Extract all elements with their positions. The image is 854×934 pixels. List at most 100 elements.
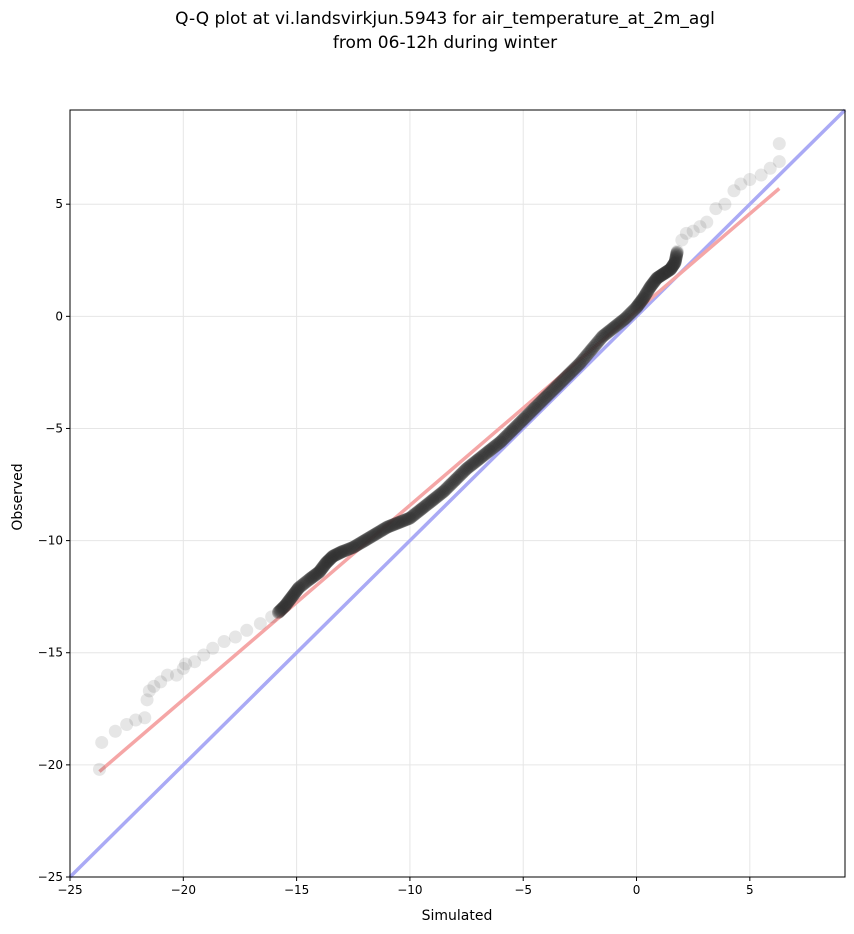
qq-point	[290, 584, 304, 598]
qq-point	[642, 281, 656, 295]
qq-point	[419, 498, 433, 512]
qq-point	[393, 515, 407, 529]
qq-point	[384, 519, 398, 533]
qq-point	[356, 534, 370, 548]
qq-point	[535, 394, 549, 408]
qq-point	[416, 501, 430, 515]
qq-point	[579, 349, 593, 363]
qq-point	[399, 513, 413, 527]
qq-point	[375, 523, 389, 537]
qq-point	[667, 257, 681, 271]
qq-point	[314, 563, 328, 577]
qq-point	[414, 502, 428, 516]
qq-point	[660, 264, 674, 278]
qq-point	[318, 558, 332, 572]
qq-point	[308, 568, 322, 582]
qq-point	[658, 266, 672, 280]
qq-point	[319, 556, 333, 570]
qq-point	[669, 251, 683, 265]
qq-point	[434, 486, 448, 500]
qq-point	[592, 334, 606, 348]
qq-point	[567, 363, 581, 377]
qq-point	[489, 439, 503, 453]
qq-point	[528, 401, 542, 415]
qq-point	[693, 220, 707, 234]
qq-point	[417, 500, 431, 514]
qq-point	[273, 604, 287, 618]
qq-point	[405, 509, 419, 523]
qq-point	[649, 272, 663, 286]
qq-point	[772, 155, 786, 169]
qq-point	[659, 265, 673, 279]
qq-point	[557, 373, 571, 387]
qq-point	[588, 338, 602, 352]
qq-point	[686, 224, 700, 238]
qq-point	[387, 518, 401, 532]
qq-point	[657, 266, 671, 280]
qq-point	[553, 376, 567, 390]
chart-title: Q-Q plot at vi.landsvirkjun.5943 for air…	[175, 9, 715, 29]
qq-point	[559, 370, 573, 384]
qq-point	[320, 555, 334, 569]
qq-point	[555, 374, 569, 388]
qq-point	[365, 529, 379, 543]
qq-point	[331, 547, 345, 561]
qq-point	[666, 258, 680, 272]
qq-point	[627, 303, 641, 317]
qq-point	[531, 398, 545, 412]
qq-point	[628, 302, 642, 316]
qq-point	[449, 472, 463, 486]
qq-point	[160, 668, 174, 682]
qq-point	[772, 137, 786, 151]
qq-point	[661, 264, 675, 278]
qq-point	[443, 478, 457, 492]
qq-point	[340, 543, 354, 557]
qq-point	[302, 573, 316, 587]
qq-point	[644, 279, 658, 293]
qq-point	[653, 269, 667, 283]
qq-point	[654, 268, 668, 282]
qq-point	[534, 395, 548, 409]
qq-point	[361, 531, 375, 545]
qq-point	[324, 552, 338, 566]
qq-point	[373, 525, 387, 539]
qq-point	[292, 581, 306, 595]
qq-point	[538, 391, 552, 405]
qq-point	[670, 244, 684, 258]
qq-point	[305, 570, 319, 584]
qq-point	[176, 661, 190, 675]
qq-point	[325, 550, 339, 564]
qq-point	[217, 635, 231, 649]
qq-point	[138, 711, 152, 725]
y-axis-label: Observed	[10, 463, 26, 530]
qq-point	[577, 352, 591, 366]
qq-point	[494, 435, 508, 449]
x-axis-label: Simulated	[422, 908, 493, 924]
qq-point	[451, 471, 465, 485]
qq-point	[312, 565, 326, 579]
qq-point	[299, 575, 313, 589]
y-axis-ticks: −25 −20 −15 −10 −5 0 5	[38, 197, 70, 884]
qq-point	[329, 548, 343, 562]
qq-point	[619, 310, 633, 324]
qq-point	[317, 559, 331, 573]
qq-point	[589, 337, 603, 351]
qq-point	[390, 516, 404, 530]
qq-point	[529, 400, 543, 414]
y-tick-label: −10	[38, 534, 63, 548]
qq-point	[470, 454, 484, 468]
qq-point	[573, 356, 587, 370]
qq-point	[281, 596, 295, 610]
qq-point	[306, 569, 320, 583]
qq-point	[639, 286, 653, 300]
qq-point	[622, 308, 636, 322]
qq-point	[142, 684, 156, 698]
x-tick-label: −15	[284, 883, 309, 897]
qq-point	[541, 388, 555, 402]
qq-point	[290, 583, 304, 597]
qq-point	[364, 530, 378, 544]
qq-point	[523, 406, 537, 420]
qq-point	[369, 527, 383, 541]
qq-point	[511, 417, 525, 431]
qq-point	[297, 577, 311, 591]
